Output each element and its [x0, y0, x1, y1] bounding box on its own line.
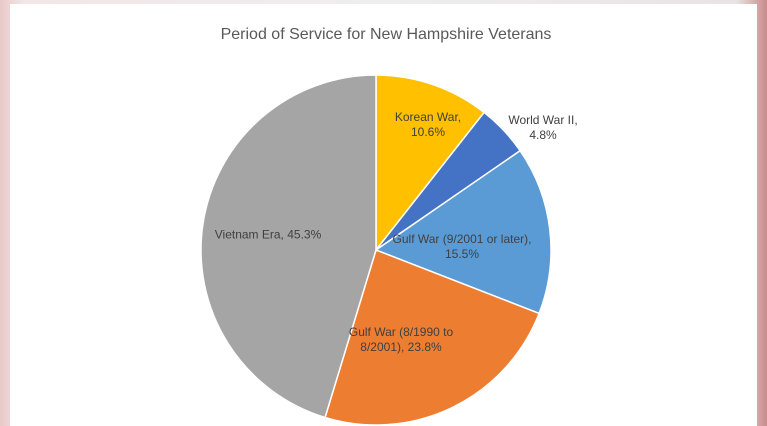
- pie-slice: [200, 74, 377, 419]
- pie-slice: [374, 149, 552, 315]
- pie-slice: [375, 74, 486, 253]
- data-label: Gulf War (9/2001 or later), 15.5%: [392, 232, 532, 261]
- chart-title: Period of Service for New Hampshire Vete…: [220, 26, 552, 43]
- pie-slice: [324, 249, 541, 426]
- data-label: Vietnam Era, 45.3%: [214, 227, 322, 242]
- data-label: Korean War, 10.6%: [394, 110, 462, 139]
- data-label: World War II, 4.8%: [508, 113, 578, 142]
- data-label: Gulf War (8/1990 to 8/2001), 23.8%: [348, 325, 454, 354]
